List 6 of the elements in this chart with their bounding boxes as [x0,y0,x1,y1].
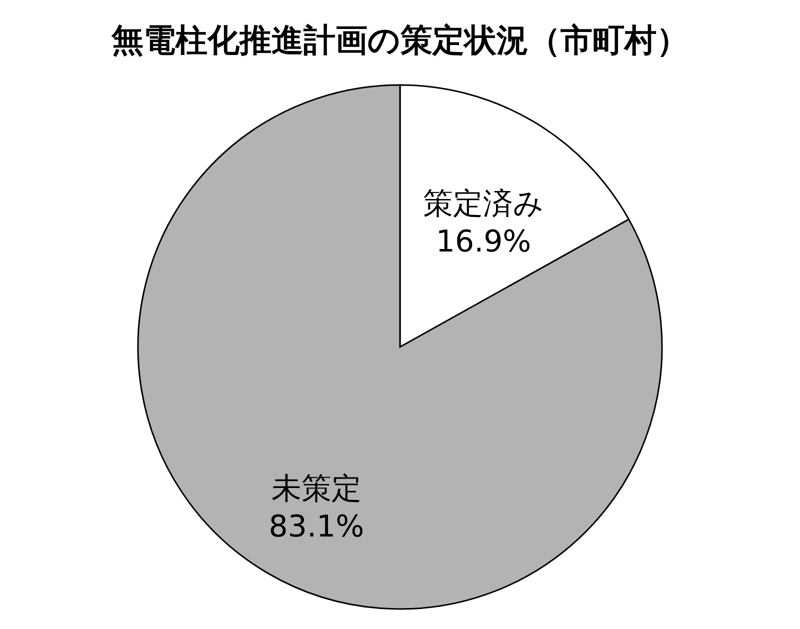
slice-label: 未策定 [271,471,362,506]
slice-label: 策定済み [423,186,544,222]
pie-slice [137,84,663,610]
data-label: 16.9% [436,224,532,260]
data-label: 83.1% [268,509,364,544]
chart-title: 無電柱化推進計画の策定状況（市町村） [110,21,688,59]
